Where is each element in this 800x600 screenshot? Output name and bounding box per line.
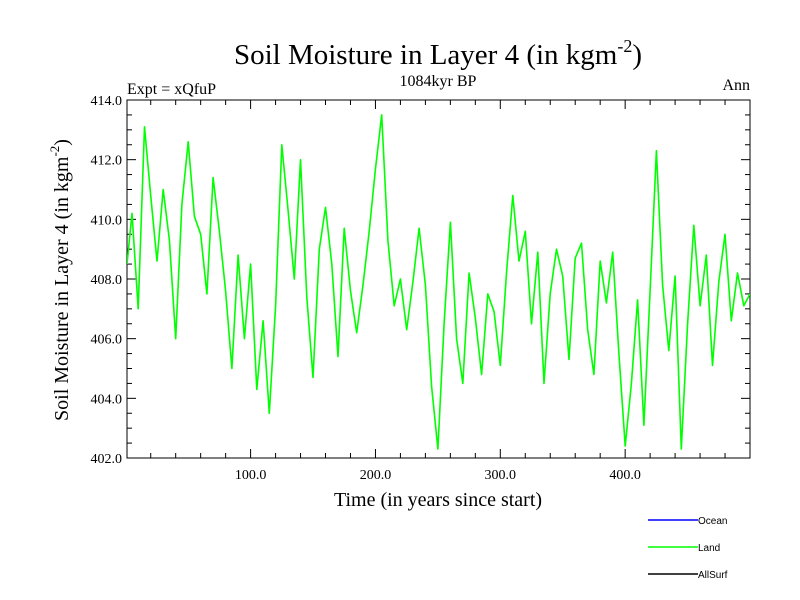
legend-label-allsurf: AllSurf	[698, 570, 728, 581]
experiment-label: Expt = xQfuP	[127, 81, 216, 98]
legend-label-land: Land	[698, 543, 720, 554]
legend-label-ocean: Ocean	[698, 516, 727, 527]
series-line-land	[127, 114, 750, 450]
y-axis-ticks: 402.0 404.0 406.0 408.0 410.0 412.0 414.0	[91, 94, 750, 467]
x-axis-ticks: 100.0 200.0 300.0 400.0	[150, 100, 726, 483]
x-axis-label: Time (in years since start)	[334, 489, 542, 511]
y-tick-label: 410.0	[91, 213, 123, 228]
y-axis-label: Soil Moisture in Layer 4 (in kgm-2)	[47, 139, 73, 421]
y-tick-label: 408.0	[91, 273, 123, 288]
y-tick-label: 404.0	[91, 392, 123, 407]
chart-title: Soil Moisture in Layer 4 (in kgm-2)	[234, 36, 642, 71]
x-tick-label: 100.0	[235, 468, 267, 483]
y-tick-label: 406.0	[91, 333, 123, 348]
legend: Ocean Land AllSurf	[648, 516, 728, 581]
y-tick-label: 402.0	[91, 452, 123, 467]
x-tick-label: 400.0	[609, 468, 641, 483]
chart-subtitle: 1084kyr BP	[400, 73, 477, 90]
season-label: Ann	[722, 77, 750, 94]
x-tick-label: 200.0	[360, 468, 392, 483]
y-tick-label: 412.0	[91, 154, 123, 169]
y-tick-label: 414.0	[91, 94, 123, 109]
x-tick-label: 300.0	[485, 468, 517, 483]
series-layer	[127, 114, 750, 450]
